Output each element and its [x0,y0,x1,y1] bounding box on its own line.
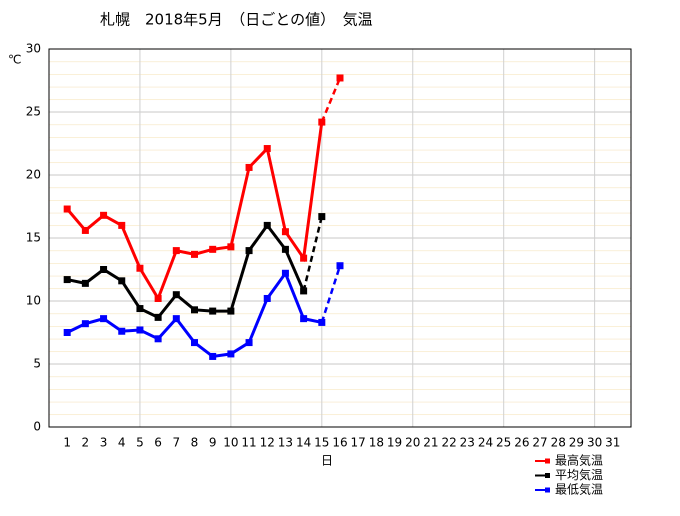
x-tick-label: 7 [172,436,180,450]
point [245,339,253,347]
x-tick-label: 13 [278,436,293,450]
x-tick-label: 8 [191,436,199,450]
chart-title: 札幌 2018年5月 （日ごとの値） 気温 [100,11,373,29]
point [100,315,108,323]
point [136,264,144,272]
x-tick-label: 20 [405,436,420,450]
x-tick-label: 9 [209,436,217,450]
x-tick-label: 28 [551,436,566,450]
point [281,245,289,253]
point [191,306,198,314]
point [245,247,253,255]
x-tick-label: 23 [460,436,475,450]
x-tick-label: 24 [478,436,493,450]
point [81,226,89,234]
point [63,329,71,336]
x-tick-label: 22 [441,436,456,450]
x-tick-label: 4 [118,436,126,450]
y-tick-label: 15 [26,231,41,245]
point [118,277,126,285]
x-tick-label: 12 [260,436,275,450]
point [245,163,253,171]
x-tick-label: 26 [514,436,529,450]
point [300,254,308,262]
point [118,221,126,229]
x-tick-label: 3 [100,436,108,450]
point [81,279,89,287]
point [263,294,271,302]
point [154,313,162,321]
x-tick-label: 17 [351,436,366,450]
point [318,213,326,221]
point [191,339,198,347]
point [118,327,126,335]
point [191,250,198,258]
point [209,245,217,253]
point [100,211,108,219]
point [263,145,271,153]
x-tick-label: 11 [241,436,256,450]
x-tick-label: 15 [314,436,329,450]
legend-label: 最高気温 [555,453,603,468]
point [281,228,289,236]
point [281,269,289,277]
point [136,305,144,313]
x-tick-label: 5 [136,436,144,450]
x-tick-label: 1 [63,436,71,450]
x-tick-label: 25 [496,436,511,450]
series-line-dashed [302,216,324,292]
x-tick-label: 14 [296,436,311,450]
series-line-dashed [320,77,342,123]
x-tick-label: 16 [332,436,347,450]
legend-marker [545,487,550,493]
point [172,291,180,299]
plot-frame [48,48,632,428]
x-tick-label: 21 [423,436,438,450]
x-tick-label: 27 [532,436,547,450]
y-unit: ℃ [8,53,21,67]
legend-label: 平均気温 [555,467,603,482]
point [227,307,235,315]
point [227,350,235,358]
point [63,276,71,284]
y-tick-label: 25 [26,105,41,119]
point [81,320,89,328]
point [318,118,326,126]
point [300,315,308,323]
point [209,307,217,315]
point [336,74,344,82]
point [154,294,162,302]
point [172,315,180,323]
x-tick-label: 18 [369,436,384,450]
point [318,318,326,326]
point [209,352,217,360]
x-tick-label: 30 [587,436,602,450]
point [300,287,308,295]
point [136,326,144,334]
x-tick-label: 6 [154,436,162,450]
y-tick-label: 30 [26,42,41,56]
x-tick-label: 10 [223,436,238,450]
x-tick-label: 29 [569,436,584,450]
point [263,221,271,229]
legend-marker [545,458,550,464]
y-tick-label: 20 [26,168,41,182]
point [172,247,180,255]
point [227,243,235,251]
x-axis-label: 日 [321,454,333,468]
x-tick-label: 31 [605,436,620,450]
y-tick-label: 10 [26,294,41,308]
point [100,266,108,273]
x-tick-label: 19 [387,436,402,450]
point [336,262,344,270]
point [154,335,162,343]
point [63,205,71,213]
legend-marker [545,473,550,478]
x-tick-label: 2 [82,436,90,450]
y-tick-label: 5 [33,357,41,371]
y-tick-label: 0 [33,420,41,434]
legend-label: 最低気温 [555,482,603,497]
